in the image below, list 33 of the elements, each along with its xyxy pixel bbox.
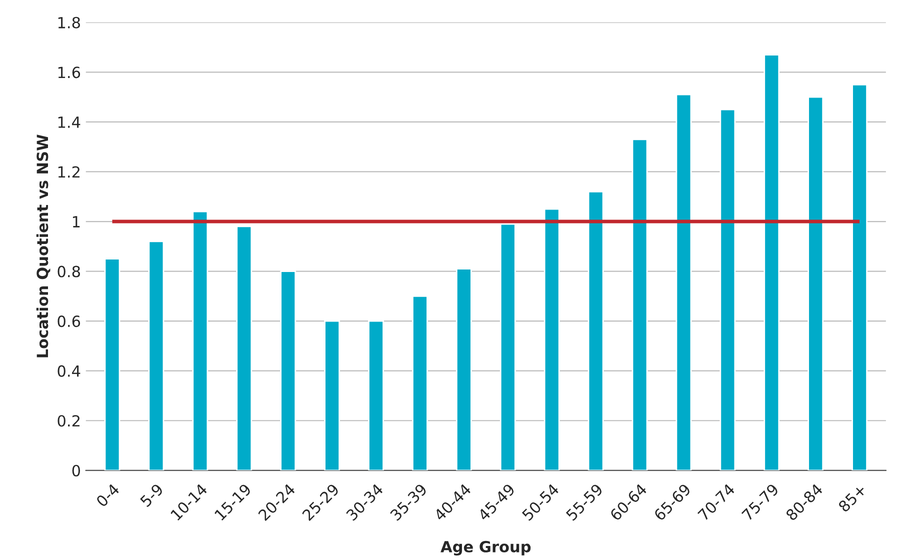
bar (544, 208, 560, 470)
y-tick-label: 1.2 (58, 166, 80, 178)
bar (104, 258, 120, 470)
y-tick-label: 0.6 (58, 316, 80, 328)
x-tick-label: 0-4 (96, 483, 120, 508)
y-tick-label: 0 (72, 464, 80, 476)
bar (412, 295, 428, 470)
bar (456, 268, 472, 470)
y-tick-label: 0.2 (58, 415, 80, 427)
y-tick-label: 1.6 (58, 66, 80, 78)
bar (280, 270, 296, 470)
bar (324, 320, 340, 470)
y-tick-label: 0.8 (58, 266, 80, 278)
x-axis-title: Age Group (440, 540, 531, 556)
bar (588, 190, 604, 470)
y-axis-title: Location Quotient vs NSW (36, 134, 50, 358)
bar (192, 210, 208, 470)
y-tick-label: 1.4 (58, 116, 80, 128)
bar (236, 226, 252, 470)
bar (632, 138, 648, 470)
x-tick-label: 5-9 (140, 483, 164, 508)
bar (720, 108, 736, 470)
y-tick-label: 1 (72, 216, 80, 228)
bar (808, 96, 824, 470)
bar (764, 54, 780, 470)
x-tick-label: 85+ (838, 484, 867, 513)
bar (500, 223, 516, 470)
y-tick-label: 1.8 (58, 16, 80, 28)
bar (148, 240, 164, 470)
y-tick-label: 0.4 (58, 365, 80, 377)
bar (368, 320, 384, 470)
bar (852, 84, 868, 470)
bar (676, 94, 692, 470)
